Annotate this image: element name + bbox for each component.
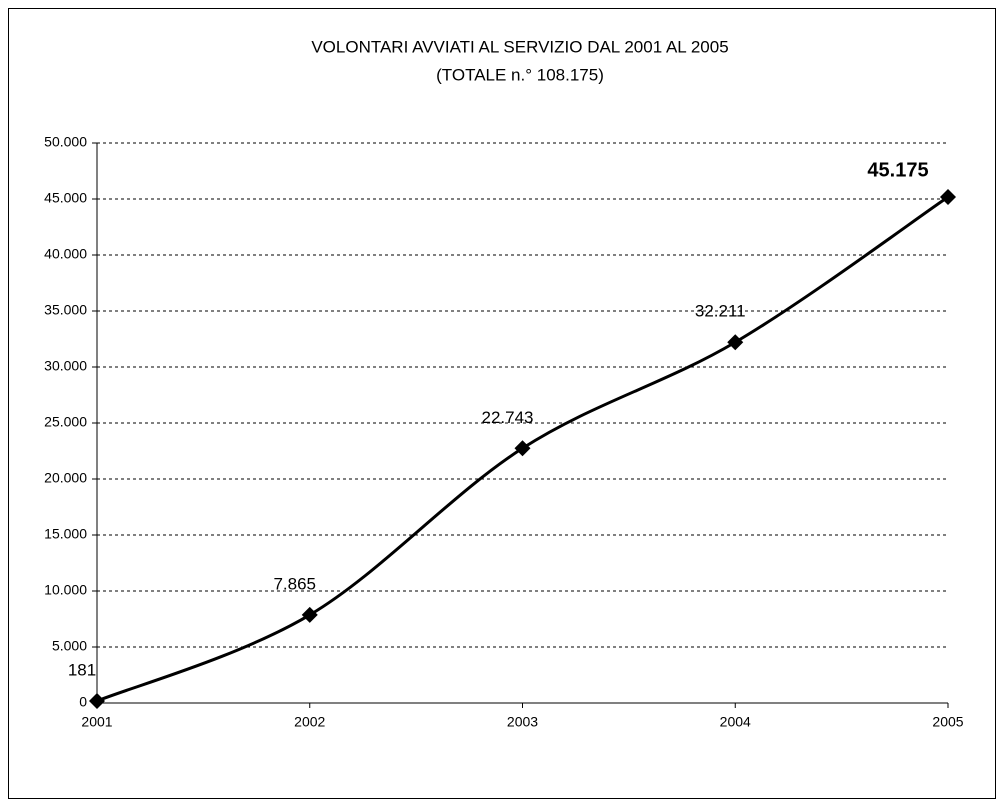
marker (514, 440, 531, 457)
y-tick-label: 45.000 (44, 190, 87, 206)
x-tick-label: 2002 (294, 714, 325, 730)
marker (940, 189, 956, 206)
x-tick-label: 2005 (932, 714, 963, 730)
value-label: 181 (68, 660, 96, 679)
marker (89, 692, 105, 709)
value-label: 32.211 (695, 302, 746, 321)
y-tick-label: 50.000 (44, 134, 87, 150)
chart-subtitle: (TOTALE n.° 108.175) (436, 65, 604, 84)
x-tick-label: 2001 (81, 714, 112, 730)
y-tick-label: 40.000 (44, 246, 87, 262)
x-tick-label: 2003 (507, 714, 538, 730)
y-tick-label: 10.000 (44, 582, 87, 598)
y-tick-label: 35.000 (44, 302, 87, 318)
value-label: 45.175 (867, 159, 928, 181)
chart-frame (8, 8, 996, 799)
y-tick-label: 25.000 (44, 414, 87, 430)
chart-title: VOLONTARI AVVIATI AL SERVIZIO DAL 2001 A… (311, 37, 728, 56)
value-label: 22.743 (482, 408, 534, 427)
y-tick-label: 20.000 (44, 470, 87, 486)
y-tick-label: 30.000 (44, 358, 87, 374)
x-tick-label: 2004 (720, 714, 751, 730)
value-label: 7.865 (273, 574, 316, 593)
marker (727, 334, 744, 351)
y-tick-label: 15.000 (44, 526, 87, 542)
y-tick-label: 0 (79, 694, 87, 710)
y-tick-label: 5.000 (52, 638, 87, 654)
marker (301, 606, 318, 623)
